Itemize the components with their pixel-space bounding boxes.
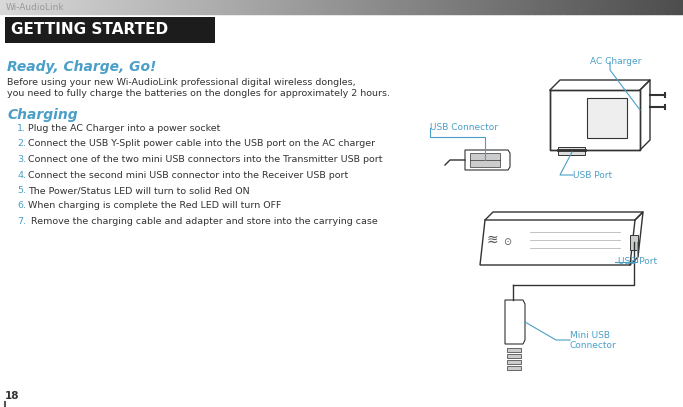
FancyBboxPatch shape: [558, 147, 585, 155]
Text: Ready, Charge, Go!: Ready, Charge, Go!: [7, 60, 156, 74]
Text: GETTING STARTED: GETTING STARTED: [11, 22, 168, 37]
Text: Connect one of the two mini USB connectors into the Transmitter USB port: Connect one of the two mini USB connecto…: [28, 155, 382, 164]
FancyBboxPatch shape: [5, 17, 215, 43]
Text: Charging: Charging: [7, 108, 78, 122]
Text: Connect the USB Y-Split power cable into the USB port on the AC charger: Connect the USB Y-Split power cable into…: [28, 140, 375, 149]
FancyBboxPatch shape: [587, 98, 627, 138]
Text: The Power/Status LED will turn to solid Red ON: The Power/Status LED will turn to solid …: [28, 186, 249, 195]
Text: 7.: 7.: [17, 217, 26, 226]
Polygon shape: [505, 300, 525, 344]
Text: Plug the AC Charger into a power socket: Plug the AC Charger into a power socket: [28, 124, 221, 133]
Text: 3.: 3.: [17, 155, 26, 164]
Text: you need to fully charge the batteries on the dongles for approximately 2 hours.: you need to fully charge the batteries o…: [7, 89, 390, 98]
Polygon shape: [465, 150, 510, 170]
Polygon shape: [480, 220, 635, 265]
Text: AC Charger: AC Charger: [590, 57, 641, 66]
Text: ⊙: ⊙: [503, 237, 511, 247]
Polygon shape: [630, 235, 638, 250]
Text: 1.: 1.: [17, 124, 26, 133]
Text: Mini USB: Mini USB: [570, 330, 610, 339]
Text: USB Port: USB Port: [573, 171, 612, 179]
Text: 2.: 2.: [17, 140, 26, 149]
Text: Connect the second mini USB connector into the Receiver USB port: Connect the second mini USB connector in…: [28, 171, 348, 179]
Text: ≋: ≋: [487, 233, 499, 247]
Text: USB Port: USB Port: [618, 258, 657, 267]
Polygon shape: [507, 360, 521, 364]
Text: 5.: 5.: [17, 186, 26, 195]
Polygon shape: [507, 354, 521, 358]
Text: Before using your new Wi-AudioLink professional digital wireless dongles,: Before using your new Wi-AudioLink profe…: [7, 78, 356, 87]
Text: Connector: Connector: [570, 341, 617, 350]
Text: 4.: 4.: [17, 171, 26, 179]
Text: When charging is complete the Red LED will turn OFF: When charging is complete the Red LED wi…: [28, 201, 281, 210]
Text: 6.: 6.: [17, 201, 26, 210]
Text: 18: 18: [5, 391, 20, 401]
Text: Wi-AudioLink: Wi-AudioLink: [6, 2, 65, 11]
Text: Remove the charging cable and adapter and store into the carrying case: Remove the charging cable and adapter an…: [28, 217, 378, 226]
Text: USB Connector: USB Connector: [430, 123, 498, 133]
Polygon shape: [507, 366, 521, 370]
Polygon shape: [470, 153, 500, 167]
Polygon shape: [507, 348, 521, 352]
